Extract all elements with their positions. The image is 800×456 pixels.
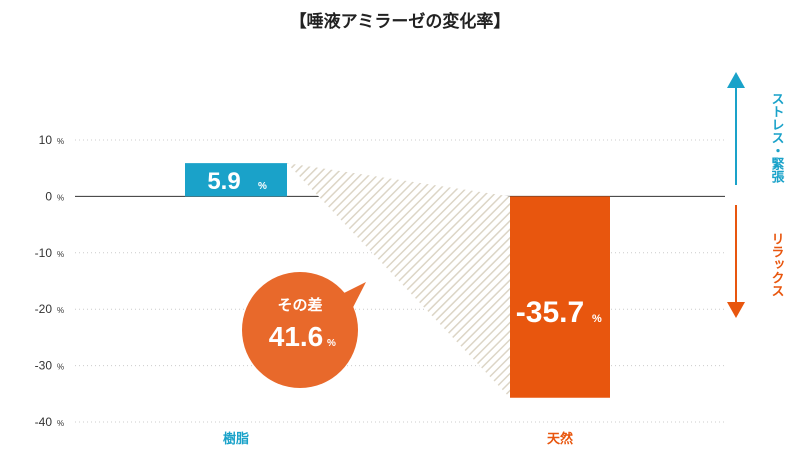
bar-value-label: -35.7 (516, 296, 584, 329)
down-arrow-head (727, 302, 745, 318)
y-tick-label: -10 (35, 246, 53, 260)
difference-label: その差 (277, 296, 322, 314)
difference-value: 41.6 (269, 321, 324, 352)
y-tick-label: 10 (39, 133, 53, 147)
difference-unit: % (327, 338, 336, 349)
y-tick-unit: % (57, 137, 64, 146)
up-arrow-head (727, 72, 745, 88)
difference-hatch (287, 163, 510, 398)
difference-bubble (242, 272, 358, 388)
y-tick-unit: % (57, 363, 64, 372)
category-label: 樹脂 (223, 431, 249, 447)
y-tick-unit: % (57, 193, 64, 202)
y-tick-label: -40 (35, 415, 53, 429)
bar-value-unit: % (592, 313, 602, 325)
bar-natural (510, 196, 610, 398)
up-side-label: ストレス・緊張 (769, 92, 785, 184)
y-tick-label: 0 (45, 189, 52, 203)
category-label: 天然 (547, 431, 573, 447)
y-tick-unit: % (57, 250, 64, 259)
bar-value-label: 5.9 (207, 168, 240, 195)
bar-resin (185, 163, 287, 197)
y-tick-label: -30 (35, 359, 53, 373)
bar-value-unit: % (258, 181, 267, 192)
chart-title: 【唾液アミラーゼの変化率】 (290, 11, 511, 32)
y-tick-unit: % (57, 419, 64, 428)
y-tick-unit: % (57, 306, 64, 315)
y-tick-label: -20 (35, 302, 53, 316)
down-side-label: リラックス (769, 232, 785, 297)
